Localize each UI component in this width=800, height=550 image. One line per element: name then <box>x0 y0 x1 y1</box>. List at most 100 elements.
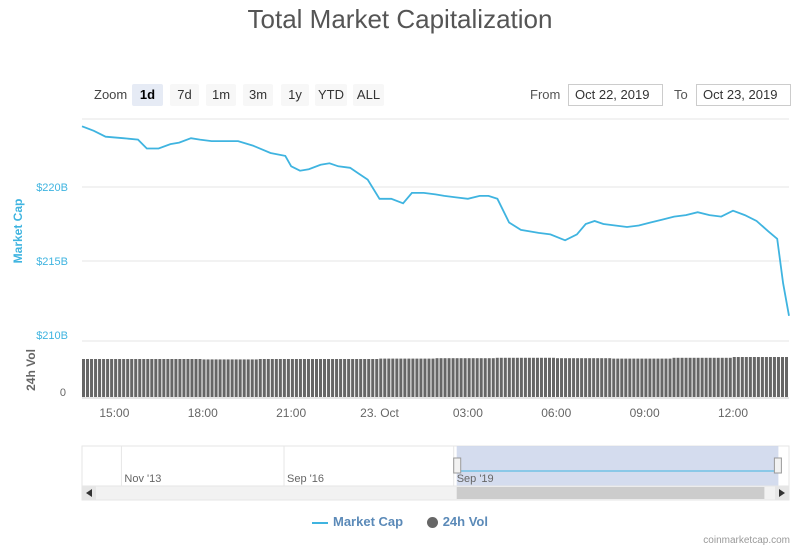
volume-bar <box>720 357 724 397</box>
volume-bar <box>130 359 134 397</box>
volume-bar <box>94 359 98 397</box>
market-cap-axis-label: Market Cap <box>11 199 25 264</box>
volume-bar <box>471 358 475 397</box>
volume-bar <box>668 358 672 397</box>
volume-bar <box>467 358 471 397</box>
zoom-button-all[interactable]: ALL <box>353 84 384 106</box>
volume-bar <box>178 359 182 397</box>
volume-bar <box>214 359 218 397</box>
navigator-label: Nov '13 <box>124 473 161 485</box>
volume-bar <box>126 359 130 397</box>
volume-bar <box>772 357 776 397</box>
navigator[interactable]: Nov '13 Sep '16 Sep '19 <box>81 445 790 487</box>
to-date-input[interactable]: Oct 23, 2019 <box>696 84 791 106</box>
volume-bar <box>190 359 194 397</box>
volume-bar <box>507 357 511 397</box>
volume-bar <box>327 359 331 397</box>
volume-bar <box>162 359 166 397</box>
volume-bar <box>443 358 447 397</box>
volume-bar <box>403 358 407 397</box>
circle-icon <box>426 517 438 529</box>
volume-bar <box>712 357 716 397</box>
volume-bar <box>644 358 648 397</box>
volume-bar <box>198 359 202 397</box>
volume-bar <box>294 359 298 397</box>
navigator-label: Sep '16 <box>287 473 324 485</box>
volume-bar <box>511 357 515 397</box>
volume-bar <box>455 358 459 397</box>
volume-axis-label: 24h Vol <box>24 349 38 391</box>
volume-bar <box>138 359 142 397</box>
zoom-button-1d[interactable]: 1d <box>132 84 163 106</box>
volume-bar <box>580 358 584 397</box>
legend: Market Cap 24h Vol <box>0 514 800 529</box>
navigator-handle-right[interactable] <box>773 457 782 474</box>
x-tick-label: 12:00 <box>718 406 748 420</box>
y-tick-label: $220B <box>36 182 68 194</box>
volume-bar <box>331 359 335 397</box>
volume-bar <box>282 359 286 397</box>
zoom-button-7d[interactable]: 7d <box>170 84 199 106</box>
x-tick-label: 15:00 <box>99 406 129 420</box>
volume-bar <box>270 359 274 397</box>
y-tick-label: $215B <box>36 256 68 268</box>
volume-bar <box>531 357 535 397</box>
volume-bar <box>519 357 523 397</box>
volume-bar <box>752 357 756 397</box>
zoom-button-1y[interactable]: 1y <box>281 84 309 106</box>
volume-bar <box>628 358 632 397</box>
navigator-label: Sep '19 <box>457 473 494 485</box>
volume-bar <box>447 358 451 397</box>
volume-bar <box>411 358 415 397</box>
volume-bar <box>724 357 728 397</box>
volume-bar <box>776 357 780 397</box>
volume-bar <box>616 358 620 397</box>
credit-link[interactable]: coinmarketcap.com <box>703 535 790 546</box>
zoom-button-3m[interactable]: 3m <box>243 84 273 106</box>
x-tick-label: 09:00 <box>630 406 660 420</box>
legend-item-market-cap[interactable]: Market Cap <box>312 514 403 529</box>
legend-label-volume: 24h Vol <box>442 514 488 529</box>
volume-bar <box>234 359 238 397</box>
x-tick-label: 21:00 <box>276 406 306 420</box>
volume-bar <box>451 358 455 397</box>
volume-bar <box>547 357 551 397</box>
volume-bar <box>274 359 278 397</box>
scrollbar-thumb[interactable] <box>456 487 765 499</box>
x-tick-label: 03:00 <box>453 406 483 420</box>
from-date-input[interactable]: Oct 22, 2019 <box>568 84 663 106</box>
volume-bar <box>154 359 158 397</box>
volume-bar <box>302 359 306 397</box>
navigator-handle-left[interactable] <box>453 457 462 474</box>
volume-bar <box>527 357 531 397</box>
volume-bar <box>664 358 668 397</box>
arrow-left-icon <box>86 489 92 497</box>
volume-bar <box>134 359 138 397</box>
volume-bar <box>483 358 487 397</box>
volume-bar <box>419 358 423 397</box>
volume-bar <box>262 359 266 397</box>
volume-bar <box>756 357 760 397</box>
legend-item-volume[interactable]: 24h Vol <box>426 514 488 529</box>
volume-bar <box>82 359 86 397</box>
volume-bar <box>407 358 411 397</box>
volume-bar <box>479 358 483 397</box>
volume-bar <box>728 357 732 397</box>
volume-bar <box>608 358 612 397</box>
navigator-selection[interactable] <box>456 446 779 486</box>
volume-bar <box>487 358 491 397</box>
volume-bar <box>383 358 387 397</box>
volume-bar <box>732 357 736 397</box>
volume-bar <box>166 359 170 397</box>
volume-bar <box>656 358 660 397</box>
volume-bar <box>226 359 230 397</box>
volume-bar <box>395 358 399 397</box>
volume-bar <box>427 358 431 397</box>
scrollbar[interactable] <box>81 485 790 501</box>
zoom-button-ytd[interactable]: YTD <box>315 84 347 106</box>
volume-bar <box>174 359 178 397</box>
volume-bar <box>700 357 704 397</box>
volume-bar <box>680 357 684 397</box>
zoom-button-1m[interactable]: 1m <box>206 84 236 106</box>
